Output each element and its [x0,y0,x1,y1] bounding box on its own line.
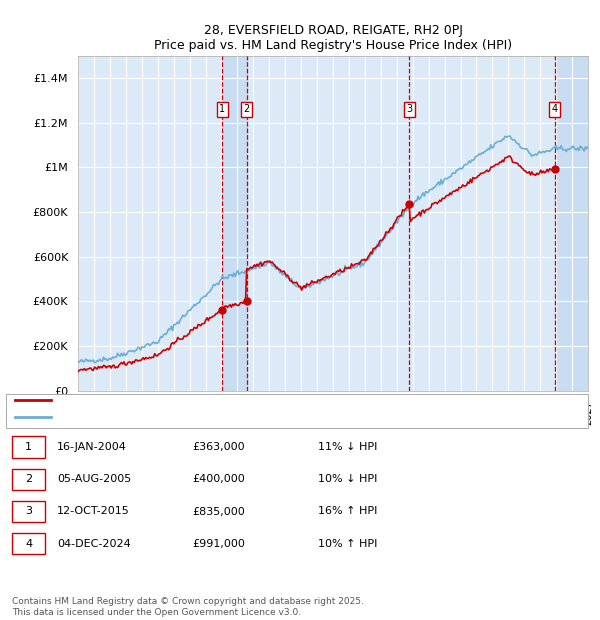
Text: 4: 4 [552,104,558,114]
Bar [555,56,588,391]
Title: 28, EVERSFIELD ROAD, REIGATE, RH2 0PJ
Price paid vs. HM Land Registry's House Pr: 28, EVERSFIELD ROAD, REIGATE, RH2 0PJ Pr… [154,24,512,52]
Text: 3: 3 [25,507,32,516]
Text: 2: 2 [25,474,32,484]
Text: £363,000: £363,000 [192,442,245,452]
Bar [222,56,247,391]
Text: £991,000: £991,000 [192,539,245,549]
Text: 1: 1 [219,104,225,114]
Text: 10% ↓ HPI: 10% ↓ HPI [318,474,377,484]
Text: HPI: Average price, detached house, Reigate and Banstead: HPI: Average price, detached house, Reig… [54,412,343,422]
Text: 16-JAN-2004: 16-JAN-2004 [57,442,127,452]
Text: 3: 3 [406,104,412,114]
Text: 11% ↓ HPI: 11% ↓ HPI [318,442,377,452]
Text: 2: 2 [244,104,250,114]
Text: 4: 4 [25,539,32,549]
Text: 1: 1 [25,442,32,452]
Text: £835,000: £835,000 [192,507,245,516]
Text: 04-DEC-2024: 04-DEC-2024 [57,539,131,549]
Text: 16% ↑ HPI: 16% ↑ HPI [318,507,377,516]
Text: 28, EVERSFIELD ROAD, REIGATE, RH2 0PJ (detached house): 28, EVERSFIELD ROAD, REIGATE, RH2 0PJ (d… [54,394,346,405]
Text: 12-OCT-2015: 12-OCT-2015 [57,507,130,516]
Text: 05-AUG-2005: 05-AUG-2005 [57,474,131,484]
Text: 10% ↑ HPI: 10% ↑ HPI [318,539,377,549]
Text: £400,000: £400,000 [192,474,245,484]
Text: Contains HM Land Registry data © Crown copyright and database right 2025.
This d: Contains HM Land Registry data © Crown c… [12,598,364,617]
